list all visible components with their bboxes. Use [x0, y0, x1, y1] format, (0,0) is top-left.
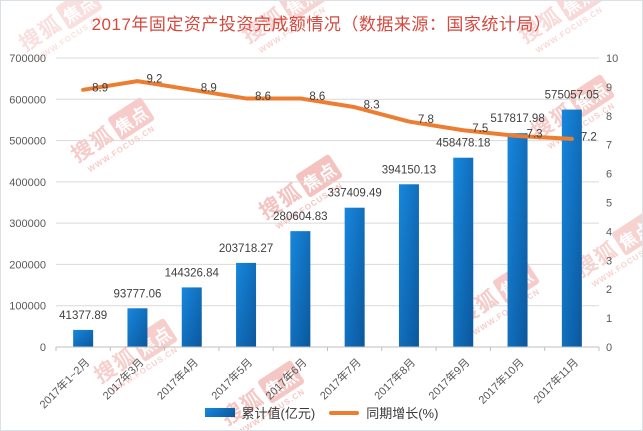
x-category-label: 2017年9月 — [425, 355, 472, 402]
line-series-swatch — [329, 410, 360, 415]
right-axis-label: 4 — [606, 226, 612, 238]
bar-value-label: 203718.27 — [219, 243, 273, 255]
bar-value-label: 144326.84 — [165, 267, 220, 279]
left-axis-label: 200000 — [9, 259, 46, 271]
legend-label-cumulative: 累计值(亿元) — [241, 406, 316, 421]
growth-value-label: 9.2 — [146, 74, 162, 86]
growth-value-label: 7.8 — [418, 114, 434, 126]
x-category-label: 2017年6月 — [262, 355, 309, 402]
bar-series-swatch — [204, 408, 235, 417]
bar-5 — [290, 231, 311, 347]
bar-1 — [73, 329, 94, 347]
legend-item-cumulative: 累计值(亿元) — [204, 403, 316, 422]
left-axis-label: 500000 — [9, 136, 46, 148]
x-category-label: 2017年11月 — [530, 355, 581, 406]
chart-title: 2017年固定资产投资完成额情况（数据来源：国家统计局） — [91, 15, 552, 34]
right-axis-label: 9 — [606, 82, 612, 94]
growth-value-label: 8.3 — [364, 100, 380, 112]
bar-2 — [127, 308, 148, 347]
x-category-label: 2017年5月 — [208, 355, 255, 402]
left-axis-label: 600000 — [9, 94, 46, 106]
chart-legend: 累计值(亿元) 同期增长(%) — [1, 403, 642, 422]
bar-8 — [453, 157, 474, 347]
growth-line — [81, 79, 574, 141]
right-axis-label: 7 — [606, 140, 612, 152]
bar-9 — [507, 133, 528, 347]
right-axis-label: 2 — [606, 284, 612, 296]
x-category-label: 2017年4月 — [154, 355, 201, 402]
left-axis-label: 100000 — [9, 301, 46, 313]
x-category-label: 2017年10月 — [475, 355, 526, 406]
right-axis-label: 3 — [606, 255, 612, 267]
bar-value-label: 280604.83 — [273, 211, 327, 223]
right-axis-label: 8 — [606, 111, 612, 123]
bar-value-label: 394150.13 — [382, 164, 436, 176]
legend-label-growth: 同期增长(%) — [366, 406, 439, 421]
right-axis-label: 10 — [606, 53, 618, 65]
bar-3 — [181, 287, 202, 347]
growth-value-label: 8.6 — [255, 91, 271, 103]
left-axis-label: 700000 — [9, 53, 46, 65]
x-category-label: 2017年8月 — [371, 355, 418, 402]
left-axis-label: 400000 — [9, 177, 46, 189]
right-axis-label: 5 — [606, 198, 612, 210]
x-category-label: 2017年3月 — [99, 355, 146, 402]
growth-value-label: 8.9 — [92, 82, 108, 94]
bar-value-label: 517817.98 — [490, 113, 544, 125]
growth-value-label: 7.3 — [527, 129, 543, 141]
bar-10 — [561, 109, 582, 347]
right-axis-label: 1 — [606, 313, 612, 325]
right-axis-label: 0 — [606, 342, 612, 354]
bar-value-label: 458478.18 — [436, 138, 490, 150]
left-axis-label: 0 — [40, 342, 46, 354]
left-axis-label: 300000 — [9, 218, 46, 230]
growth-value-label: 7.2 — [581, 131, 597, 143]
growth-value-label: 8.9 — [201, 82, 217, 94]
bar-value-label: 41377.89 — [59, 310, 107, 322]
x-category-label: 2017年7月 — [317, 355, 364, 402]
bar-value-label: 93777.06 — [113, 288, 161, 300]
bar-value-label: 337409.49 — [327, 188, 381, 200]
growth-value-label: 7.5 — [472, 123, 488, 135]
growth-value-label: 8.6 — [309, 91, 325, 103]
bar-4 — [236, 262, 257, 347]
right-axis-label: 6 — [606, 169, 612, 181]
bar-6 — [344, 207, 365, 347]
bar-value-label: 575057.05 — [545, 90, 599, 102]
legend-item-growth: 同期增长(%) — [329, 403, 438, 422]
bar-7 — [398, 184, 419, 347]
